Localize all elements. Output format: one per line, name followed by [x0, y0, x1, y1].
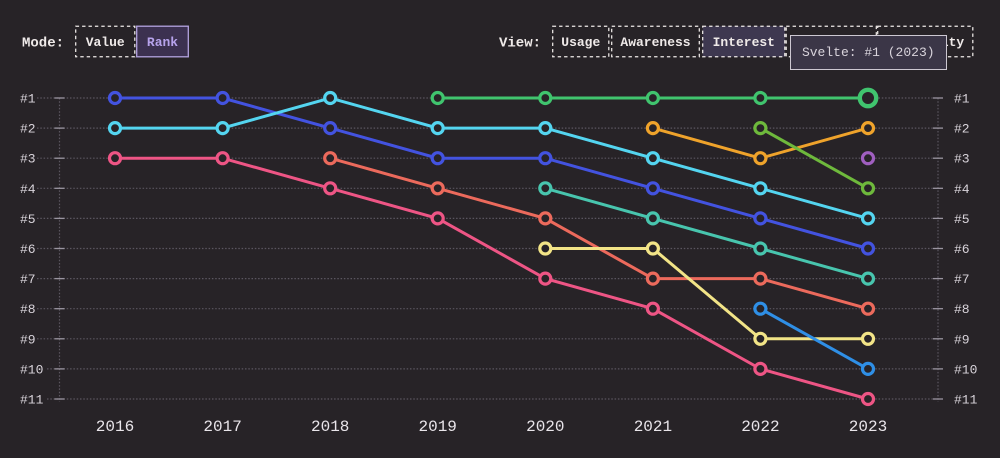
svg-text:#11: #11: [20, 393, 44, 408]
svg-text:Interest: Interest: [713, 35, 775, 50]
svg-text:#5: #5: [954, 212, 970, 227]
svg-text:#6: #6: [954, 242, 970, 257]
svg-text:2022: 2022: [741, 418, 779, 436]
svg-text:Usage: Usage: [561, 35, 600, 50]
svg-text:2017: 2017: [203, 418, 241, 436]
svg-text:#11: #11: [954, 393, 978, 408]
svg-text:#10: #10: [954, 362, 977, 377]
svg-text:2016: 2016: [96, 418, 134, 436]
svg-text:Awareness: Awareness: [620, 35, 690, 50]
svg-text:#7: #7: [20, 272, 36, 287]
svg-text:2021: 2021: [634, 418, 672, 436]
svg-text:#5: #5: [20, 212, 36, 227]
svg-text:#9: #9: [954, 332, 970, 347]
svg-text:Value: Value: [86, 35, 125, 50]
svg-text:#8: #8: [954, 302, 970, 317]
svg-text:2023: 2023: [849, 418, 887, 436]
svg-text:Mode:: Mode:: [22, 36, 64, 52]
svg-text:2018: 2018: [311, 418, 349, 436]
svg-text:#7: #7: [954, 272, 970, 287]
svg-text:#8: #8: [20, 302, 36, 317]
svg-text:#3: #3: [954, 152, 970, 167]
svg-text:#4: #4: [954, 182, 970, 197]
svg-text:View:: View:: [499, 36, 541, 52]
svg-text:#1: #1: [20, 92, 36, 107]
svg-text:#6: #6: [20, 242, 36, 257]
svg-text:Rank: Rank: [147, 35, 178, 50]
svg-text:2019: 2019: [418, 418, 456, 436]
svg-text:2020: 2020: [526, 418, 564, 436]
svg-text:#4: #4: [20, 182, 36, 197]
svg-text:#9: #9: [20, 332, 36, 347]
svg-text:#3: #3: [20, 152, 36, 167]
svg-text:#10: #10: [20, 362, 43, 377]
svg-text:#2: #2: [954, 122, 970, 137]
svg-text:#2: #2: [20, 122, 36, 137]
svg-text:#1: #1: [954, 92, 970, 107]
